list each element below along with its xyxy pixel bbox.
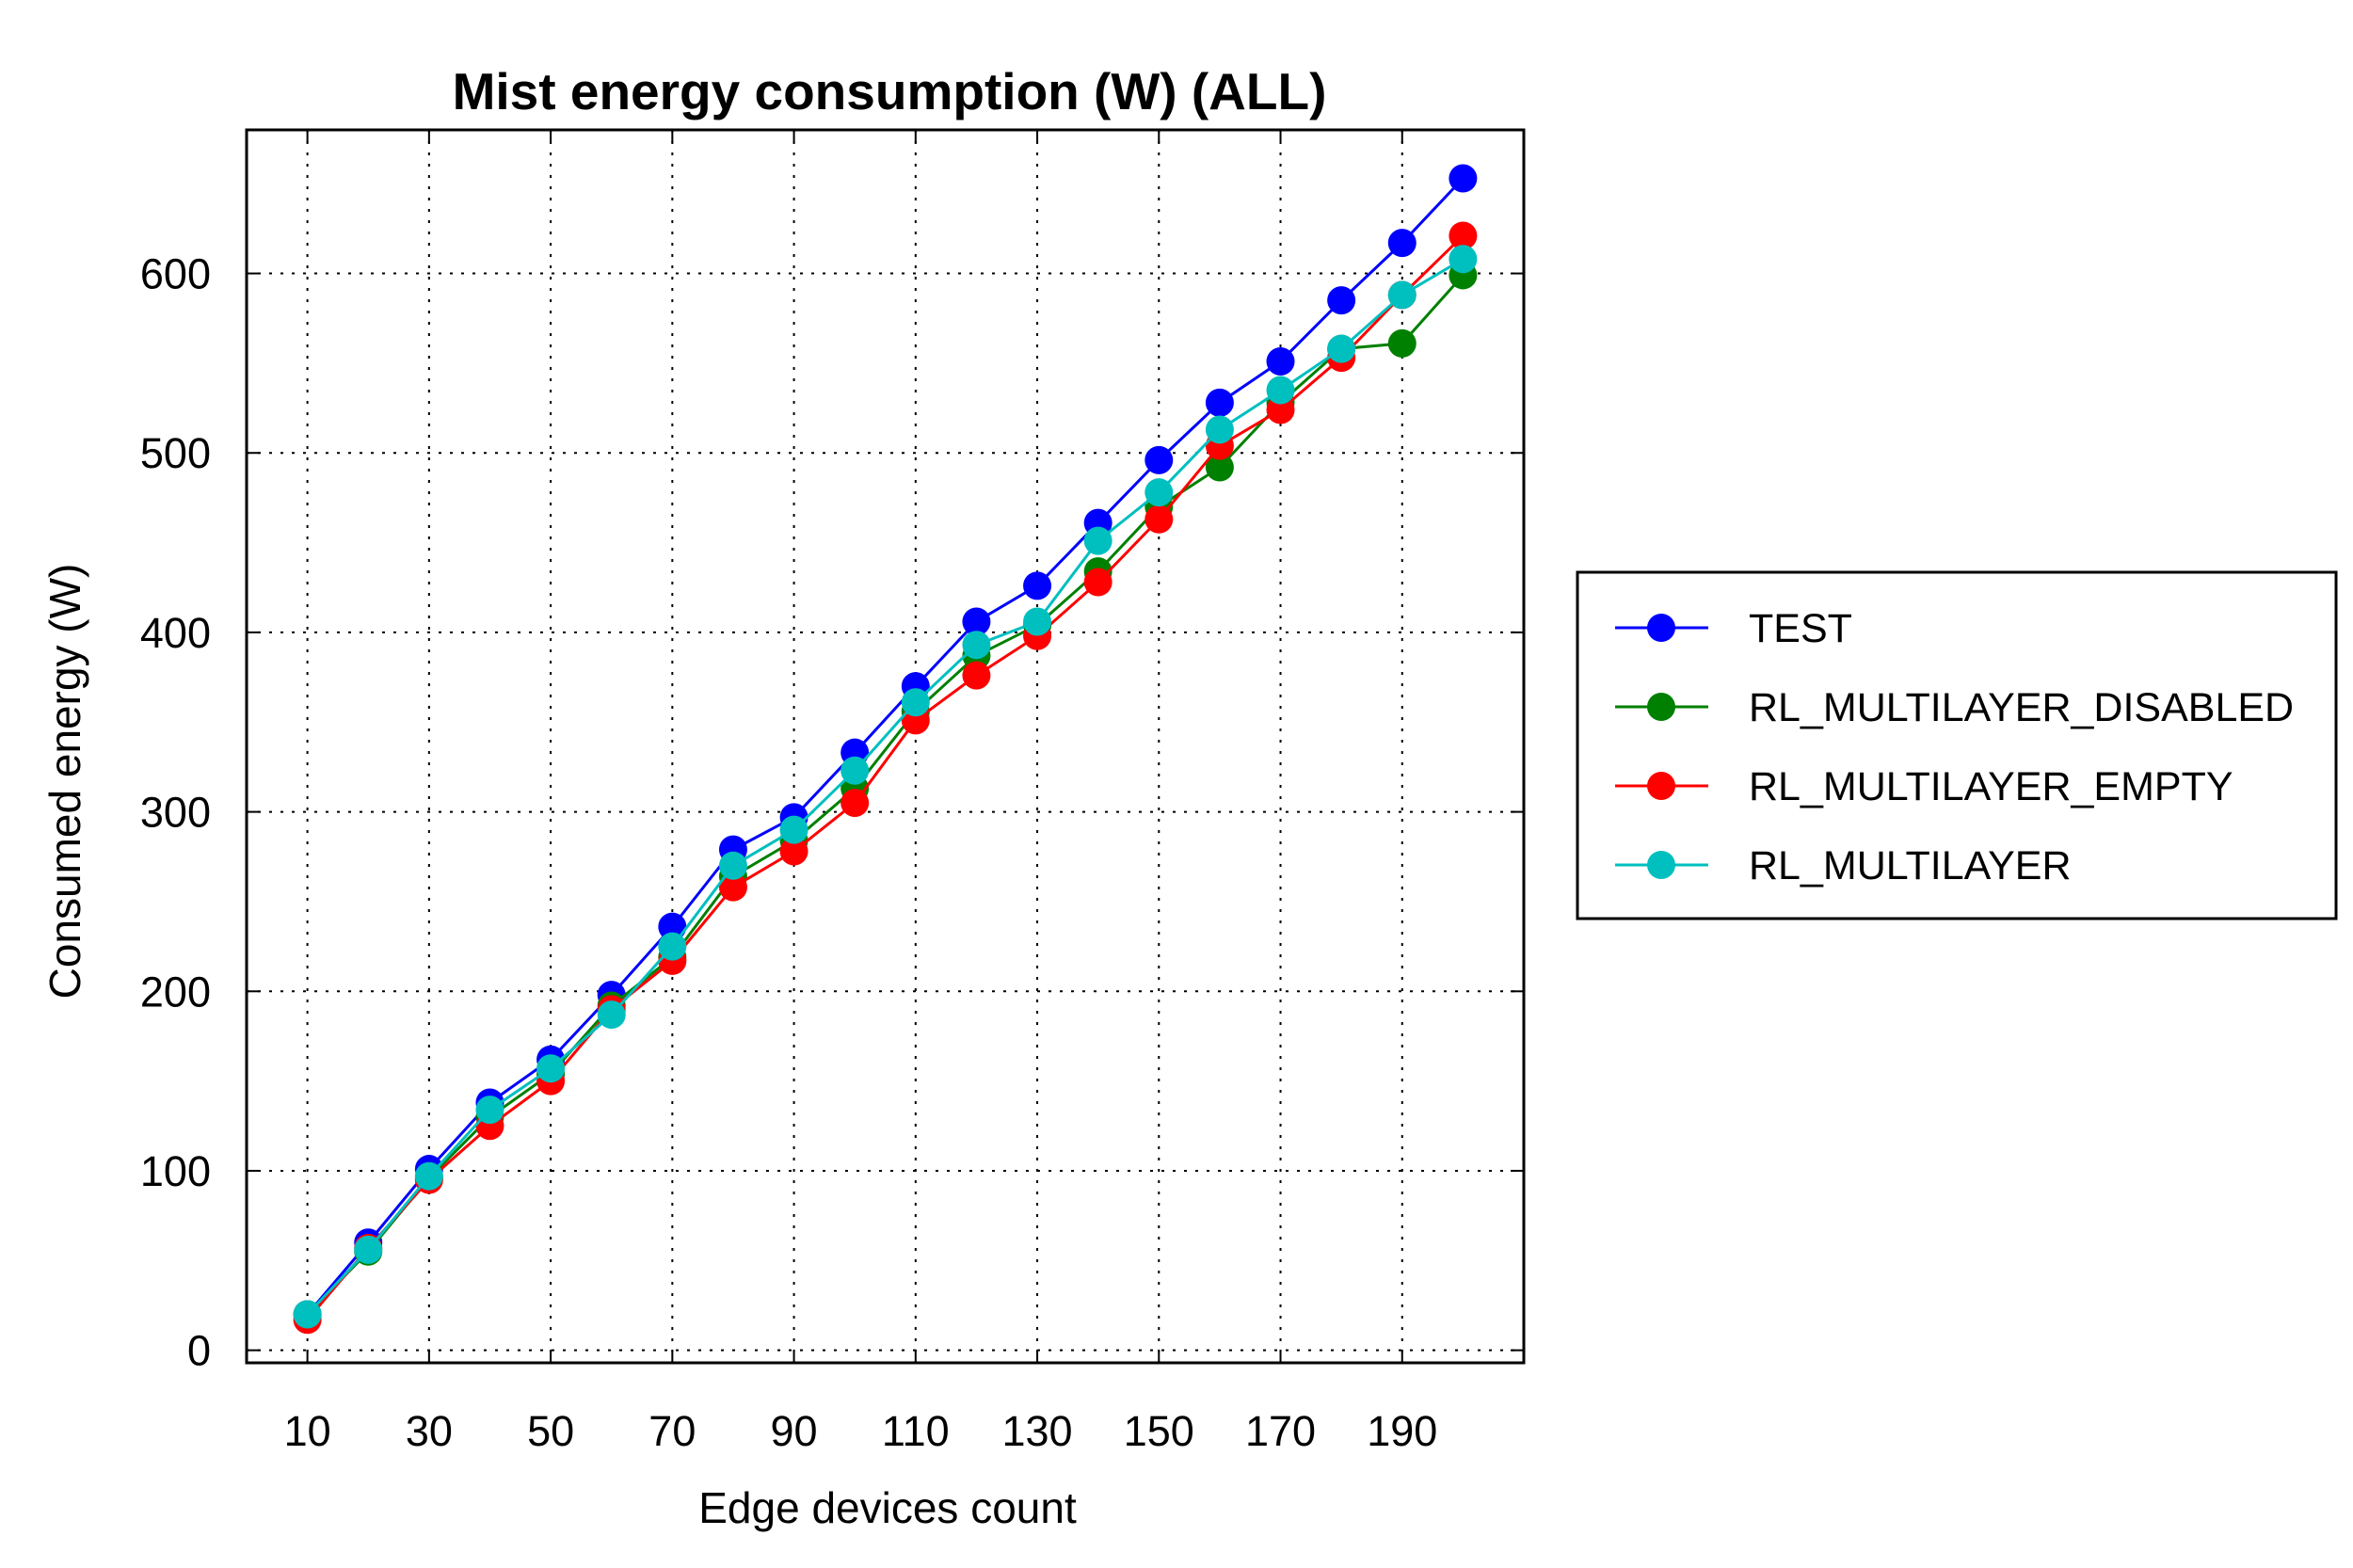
x-tick-label: 50 [527,1407,574,1455]
series-line [306,177,1465,1316]
data-point [414,1161,443,1191]
y-tick-label: 400 [140,609,211,657]
data-point [1449,245,1478,274]
legend-swatch-marker [1647,693,1675,721]
y-tick-label: 0 [187,1327,211,1375]
data-point [1144,445,1174,474]
legend-label: RL_MULTILAYER_EMPTY [1749,764,2233,809]
plot-area-frame [245,128,1526,1365]
data-point [1387,328,1417,358]
x-tick-label: 150 [1124,1407,1194,1455]
data-point [1083,526,1112,555]
x-tick-label: 30 [406,1407,453,1455]
data-point [1205,453,1234,482]
series-line [306,274,1465,1316]
data-point [1266,376,1295,405]
legend-label: RL_MULTILAYER [1749,843,2072,888]
data-point [901,688,930,717]
data-point [658,912,687,941]
x-tick-label: 110 [882,1407,950,1455]
data-point [840,756,870,785]
data-point [354,1235,383,1264]
data-point [1205,415,1234,444]
y-tick-label: 500 [140,429,211,477]
axis-ticks [247,130,1524,1363]
x-tick-label: 90 [771,1407,818,1455]
data-point [1023,607,1052,636]
series-test [293,164,1478,1329]
y-tick-label: 600 [140,250,211,298]
data-point [718,872,747,902]
legend: TEST RL_MULTILAYER_DISABLED RL_MULTILAYER_… [1576,570,2338,920]
data-point [962,661,991,690]
legend-entry: RL_MULTILAYER_EMPTY [1615,764,2233,809]
x-axis-label: Edge devices count [698,1483,1077,1532]
x-tick-label: 70 [648,1407,696,1455]
data-point [1266,346,1295,376]
legend-frame [1576,570,2338,920]
y-tick-labels: 0 100 200 300 400 500 600 [140,250,211,1375]
legend-entry: RL_MULTILAYER_DISABLED [1615,685,2294,730]
data-point [293,1300,322,1329]
data-point [962,631,991,660]
y-tick-label: 100 [140,1147,211,1195]
legend-entries: TEST RL_MULTILAYER_DISABLED RL_MULTILAYER_… [1615,606,2294,888]
data-point [1023,571,1052,600]
legend-label: TEST [1749,606,1852,651]
legend-swatch-marker [1647,772,1675,800]
x-tick-labels: 10 30 50 70 90 110 130 150 170 190 [284,1407,1438,1455]
data-point [1205,388,1234,417]
legend-label: RL_MULTILAYER_DISABLED [1749,685,2294,730]
series-rl-multilayer-empty [293,221,1478,1335]
data-point [1387,229,1417,258]
chart-title: Mist energy consumption (W) (ALL) [453,62,1327,120]
x-tick-label: 190 [1367,1407,1437,1455]
data-point [840,789,870,818]
data-point [1449,164,1478,193]
legend-swatch-marker [1647,614,1675,642]
data-point [1449,221,1478,250]
x-tick-label: 130 [1002,1407,1073,1455]
series-rl-multilayer [293,245,1478,1329]
data-point [1327,334,1356,363]
data-point [658,932,687,961]
legend-entry: RL_MULTILAYER [1615,843,2072,888]
series-layer [293,164,1478,1335]
x-tick-label: 10 [284,1407,331,1455]
data-point [536,1054,566,1083]
data-point [779,815,808,844]
data-point [1144,478,1174,507]
data-point [1083,568,1112,597]
y-tick-label: 200 [140,968,211,1016]
legend-entry: TEST [1615,606,1852,651]
data-point [1266,395,1295,424]
data-point [779,837,808,866]
data-point [597,1000,626,1030]
data-point [962,607,991,636]
x-tick-label: 170 [1245,1407,1316,1455]
data-point [1327,286,1356,315]
data-point [718,851,747,880]
legend-swatch-marker [1647,851,1675,879]
y-tick-label: 300 [140,789,211,837]
data-point [1387,280,1417,310]
y-axis-label: Consumed energy (W) [40,564,89,1000]
data-point [1144,504,1174,534]
series-rl-multilayer-disabled [293,261,1478,1329]
data-point [475,1096,504,1125]
